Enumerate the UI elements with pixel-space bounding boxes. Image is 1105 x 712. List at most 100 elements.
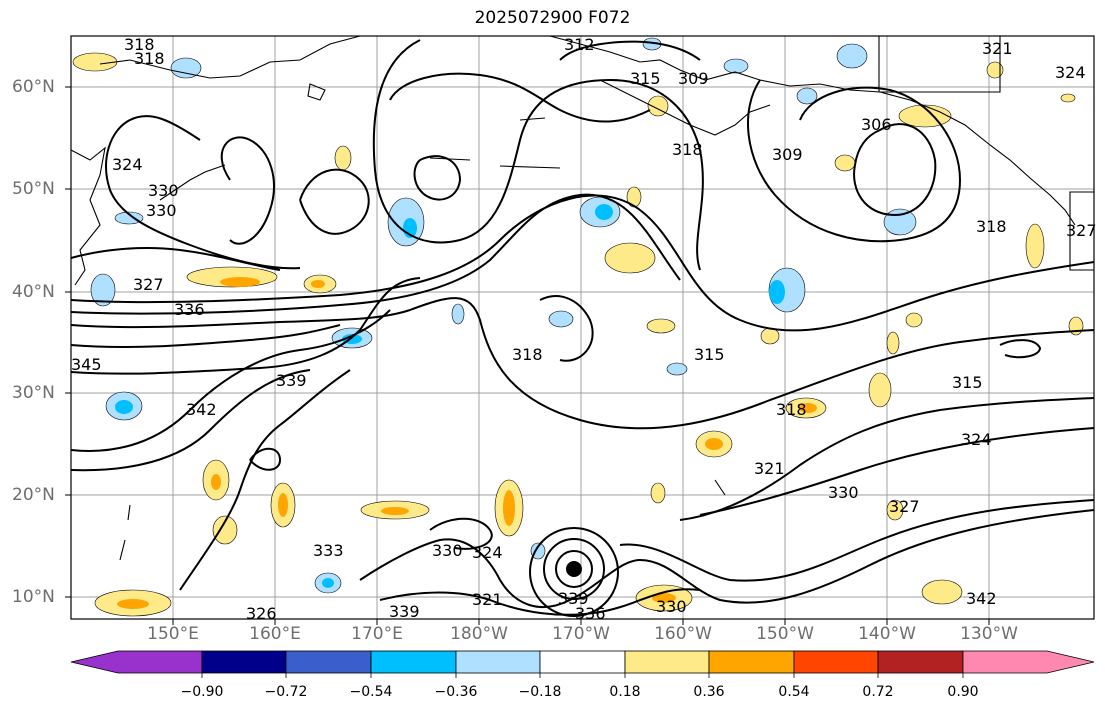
contour-label: 330: [432, 541, 463, 560]
storm-ring: [555, 550, 593, 588]
lat-label: 20°N: [12, 485, 55, 505]
colorbar-segment: [708, 650, 795, 674]
colorbar-tick-label: 0.90: [947, 684, 979, 700]
positive-patch: [834, 154, 856, 172]
negative-patch: [170, 57, 202, 79]
figure-title: 2025072900 F072: [474, 8, 631, 28]
colorbar-segment: [285, 650, 372, 674]
negative-patch: [836, 43, 868, 69]
contour-label: 324: [1055, 63, 1086, 82]
positive-patch: [886, 331, 900, 355]
positive-patch: [905, 312, 923, 328]
lon-label: 130°W: [960, 624, 1018, 644]
negative-patch: [451, 303, 465, 325]
colorbar: [70, 650, 1095, 678]
colorbar-segment: [539, 650, 626, 674]
contour-label: 318: [134, 49, 165, 68]
colorbar-segment: [877, 650, 964, 674]
contour-label: 339: [558, 589, 589, 608]
contour-label: 330: [146, 201, 177, 220]
lon-label: 160°E: [249, 624, 301, 644]
negative-patch: [114, 211, 144, 225]
map-area: [71, 36, 1094, 619]
colorbar-segment: [962, 650, 1095, 674]
colorbar-segment: [370, 650, 457, 674]
lat-label: 30°N: [12, 383, 55, 403]
contour-label: 321: [472, 590, 503, 609]
positive-patch: [760, 327, 780, 345]
positive-patch: [886, 499, 904, 521]
storm-center-marker: [566, 561, 582, 577]
colorbar-tick-label: 0.72: [862, 684, 894, 700]
negative-patch: [883, 208, 917, 236]
negative-patch: [530, 542, 546, 560]
contour-label: 309: [678, 69, 709, 88]
contours: [70, 39, 1095, 616]
colorbar-segment: [793, 650, 879, 674]
contour-label: 330: [656, 597, 687, 616]
contour-label: 327: [133, 275, 164, 294]
contour-label: 321: [982, 39, 1013, 58]
contour-label: 321: [754, 459, 785, 478]
contour-label: 318: [672, 140, 703, 159]
positive-patch: [986, 61, 1004, 79]
colorbar-segment: [455, 650, 541, 674]
lat-label: 40°N: [12, 282, 55, 302]
negative-patch: [723, 58, 749, 74]
contour-label: 318: [976, 217, 1007, 236]
contour-label: 339: [389, 602, 420, 621]
contour-label: 336: [174, 300, 205, 319]
lon-label: 150°E: [147, 624, 199, 644]
negative-patch: [666, 362, 688, 376]
contour-label: 318: [776, 400, 807, 419]
contour-label: 315: [630, 69, 661, 88]
positive-patch: [1060, 93, 1076, 103]
positive-patch: [705, 438, 723, 450]
contour-label: 318: [512, 345, 543, 364]
shaded-anomalies: [72, 37, 1084, 617]
colorbar-tick-label: −0.18: [518, 684, 562, 700]
contour-label: 326: [246, 604, 277, 623]
contour-label: 324: [112, 155, 143, 174]
lon-label: 150°W: [756, 624, 814, 644]
positive-patch: [652, 593, 676, 603]
colorbar-tick-label: −0.36: [434, 684, 478, 700]
positive-patch: [117, 599, 149, 609]
contour-label: 327: [889, 497, 920, 516]
positive-patch: [311, 280, 325, 288]
lon-label: 180°W: [450, 624, 508, 644]
colorbar-segment: [624, 650, 710, 674]
contour-label: 330: [828, 483, 859, 502]
lon-label: 160°W: [654, 624, 712, 644]
lat-label: 60°N: [12, 77, 55, 97]
positive-patch: [381, 507, 409, 515]
negative-patch: [796, 87, 818, 105]
contour-label: 345: [71, 355, 102, 374]
contour-labels: 318 318 312 315 309 318 321 324 306 309 …: [71, 35, 1097, 623]
contour-label: 324: [961, 430, 992, 449]
colorbar-tick-label: 0.36: [693, 684, 725, 700]
axis-ticks: [65, 86, 990, 625]
coastlines: [70, 35, 1094, 561]
contour-label: 315: [694, 345, 725, 364]
positive-patch: [646, 318, 676, 334]
negative-patch: [595, 204, 613, 220]
lon-label: 140°W: [858, 624, 916, 644]
colorbar-tick-label: −0.54: [349, 684, 393, 700]
contour-label: 309: [772, 145, 803, 164]
positive-patch: [1025, 223, 1045, 269]
positive-patch: [799, 403, 817, 413]
lon-label: 170°W: [552, 624, 610, 644]
positive-patch: [212, 515, 238, 545]
positive-patch: [72, 52, 118, 72]
positive-patch: [604, 242, 656, 274]
storm-ring: [529, 527, 619, 617]
negative-patch: [90, 273, 116, 307]
negative-patch: [769, 280, 785, 304]
negative-patch: [322, 578, 334, 588]
contour-label: 342: [966, 589, 997, 608]
contour-label: 306: [861, 115, 892, 134]
positive-patch: [650, 482, 666, 504]
contour-label: 315: [952, 373, 983, 392]
